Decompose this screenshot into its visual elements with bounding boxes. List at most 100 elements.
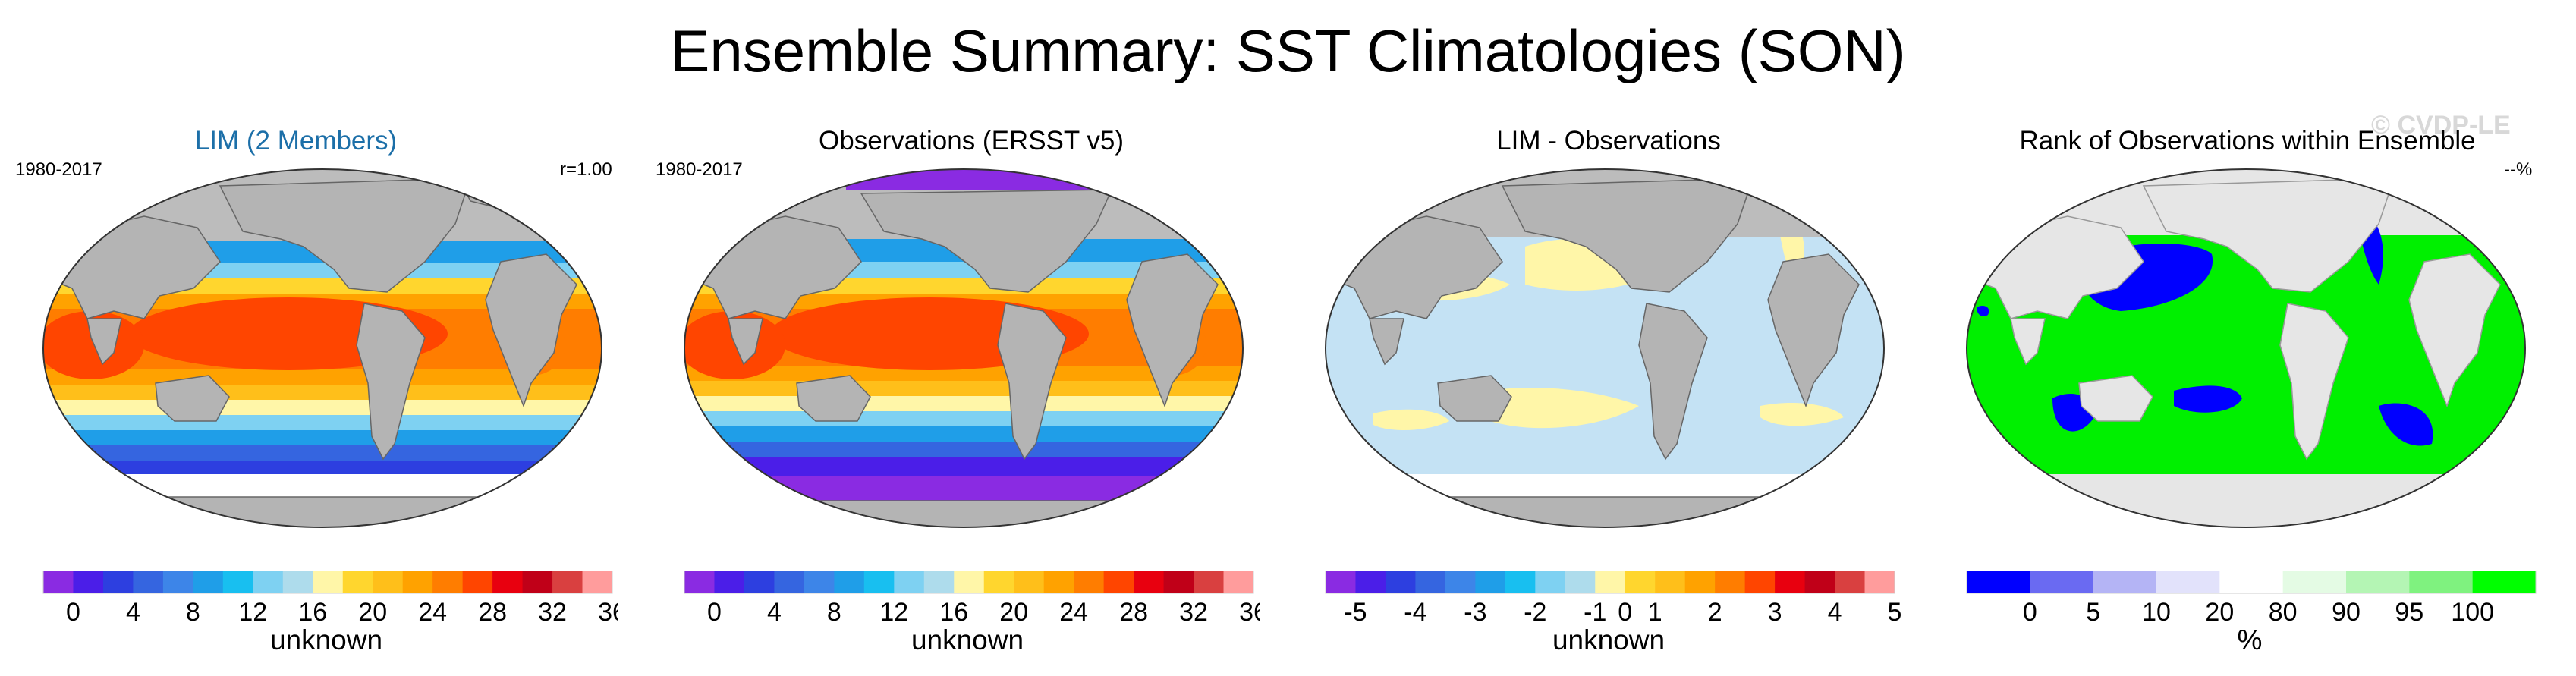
colorbar-tick-label: 28 xyxy=(478,598,507,624)
colorbar-box xyxy=(2472,571,2537,593)
colorbar-box xyxy=(1655,571,1686,593)
colorbar-box xyxy=(1415,571,1446,593)
panel-1-title: LIM (2 Members) xyxy=(194,126,398,156)
colorbar-box xyxy=(102,571,134,593)
colorbar-tick-label: 5 xyxy=(1888,598,1901,624)
panel-4-rank-stat: --% xyxy=(2504,159,2533,180)
colorbar-box xyxy=(492,571,524,593)
colorbar-box xyxy=(1014,571,1045,593)
panel-2-period: 1980-2017 xyxy=(656,159,743,180)
colorbar-box xyxy=(2346,571,2410,593)
colorbar-box xyxy=(923,571,955,593)
panel-1-period: 1980-2017 xyxy=(15,159,102,180)
colorbar-tick-label: 5 xyxy=(2086,598,2100,624)
colorbar-tick-label: 95 xyxy=(2395,598,2423,624)
colorbar-tick-label: 36 xyxy=(598,598,618,624)
colorbar-difference-label: unknown xyxy=(1552,624,1665,656)
map-difference xyxy=(1325,168,1885,528)
colorbar-box xyxy=(162,571,193,593)
colorbar-box xyxy=(863,571,895,593)
colorbar-tick-label: 4 xyxy=(767,598,782,624)
colorbar-tick-label: 80 xyxy=(2269,598,2298,624)
colorbar-box xyxy=(1223,571,1254,593)
colorbar-box xyxy=(1043,571,1074,593)
colorbar-tick-label: 0 xyxy=(707,598,722,624)
colorbar-box xyxy=(282,571,313,593)
colorbar-box xyxy=(402,571,433,593)
colorbar-box xyxy=(1163,571,1194,593)
colorbar-box xyxy=(2219,571,2284,593)
colorbar-box xyxy=(1835,571,1866,593)
colorbar-box xyxy=(1715,571,1746,593)
colorbar-box xyxy=(1475,571,1506,593)
colorbar-tick-label: 90 xyxy=(2332,598,2361,624)
colorbar-lim: 0 4 8 12 16 20 24 28 32 36 xyxy=(42,571,618,624)
colorbar-box xyxy=(1326,571,1356,593)
colorbar-box xyxy=(894,571,925,593)
colorbar-box xyxy=(522,571,553,593)
colorbar-box xyxy=(1134,571,1165,593)
colorbar-tick-label: 4 xyxy=(126,598,140,624)
colorbar-box xyxy=(582,571,613,593)
colorbar-tick-label: 20 xyxy=(999,598,1028,624)
colorbar-tick-label: 100 xyxy=(2451,598,2494,624)
colorbar-observations: 0 4 8 12 16 20 24 28 32 36 xyxy=(684,571,1260,624)
watermark: © CVDP-LE xyxy=(2371,111,2511,140)
colorbar-tick-label: 20 xyxy=(358,598,387,624)
colorbar-tick-label: 24 xyxy=(1059,598,1088,624)
colorbar-box xyxy=(1445,571,1476,593)
colorbar-rank-label: % xyxy=(2237,624,2263,656)
colorbar-tick-label: -1 xyxy=(1584,598,1606,624)
colorbar-box xyxy=(373,571,404,593)
colorbar-tick-label: 28 xyxy=(1119,598,1148,624)
colorbar-box xyxy=(1684,571,1716,593)
colorbar-box xyxy=(2409,571,2474,593)
colorbar-box xyxy=(1744,571,1776,593)
colorbar-box xyxy=(1385,571,1416,593)
panel-2-title: Observations (ERSST v5) xyxy=(819,126,1124,156)
panel-4-title: Rank of Observations within Ensemble xyxy=(2019,126,2476,156)
colorbar-tick-label: 2 xyxy=(1708,598,1722,624)
colorbar-box xyxy=(684,571,715,593)
colorbar-tick-label: 1 xyxy=(1648,598,1662,624)
colorbar-box xyxy=(432,571,464,593)
colorbar-box xyxy=(193,571,224,593)
colorbar-tick-label: 24 xyxy=(418,598,447,624)
colorbar-lim-label: unknown xyxy=(269,624,383,656)
colorbar-box xyxy=(1505,571,1536,593)
colorbar-tick-label: 12 xyxy=(879,598,908,624)
colorbar-tick-label: 16 xyxy=(298,598,327,624)
colorbar-tick-label: 3 xyxy=(1768,598,1782,624)
colorbar-box xyxy=(1535,571,1566,593)
colorbar-tick-label: 10 xyxy=(2142,598,2171,624)
colorbar-box xyxy=(774,571,805,593)
colorbar-box xyxy=(1864,571,1895,593)
colorbar-tick-label: -5 xyxy=(1344,598,1367,624)
colorbar-box xyxy=(342,571,373,593)
colorbar-tick-label: 0 xyxy=(66,598,80,624)
colorbar-box xyxy=(1194,571,1225,593)
colorbar-tick-label: 4 xyxy=(1828,598,1842,624)
colorbar-box xyxy=(744,571,775,593)
map-rank xyxy=(1966,168,2526,528)
colorbar-box xyxy=(2030,571,2094,593)
colorbar-box xyxy=(253,571,284,593)
colorbar-tick-label: 36 xyxy=(1239,598,1260,624)
colorbar-tick-label: -3 xyxy=(1464,598,1486,624)
colorbar-box xyxy=(1625,571,1656,593)
colorbar-box xyxy=(2282,571,2347,593)
colorbar-box xyxy=(43,571,74,593)
colorbar-tick-label: -2 xyxy=(1524,598,1546,624)
colorbar-box xyxy=(1355,571,1386,593)
colorbar-box xyxy=(1804,571,1835,593)
colorbar-tick-label: 8 xyxy=(186,598,200,624)
colorbar-box xyxy=(133,571,164,593)
colorbar-box xyxy=(804,571,835,593)
colorbar-tick-label: 0 xyxy=(2023,598,2037,624)
colorbar-difference: -5 -4 -3 -2 -1 0 1 2 3 4 5 xyxy=(1325,571,1901,624)
figure-title: Ensemble Summary: SST Climatologies (SON… xyxy=(670,17,1906,84)
colorbar-box xyxy=(1103,571,1134,593)
colorbar-box xyxy=(834,571,865,593)
colorbar-box xyxy=(462,571,493,593)
colorbar-tick-label: 12 xyxy=(238,598,267,624)
